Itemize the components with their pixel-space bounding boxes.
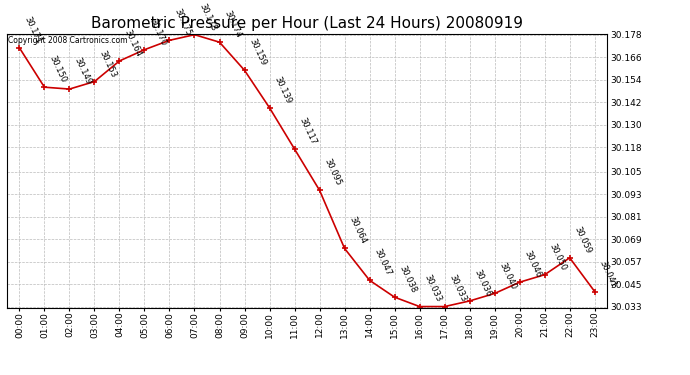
Text: 30.038: 30.038 (397, 264, 418, 294)
Text: 30.046: 30.046 (522, 249, 543, 279)
Text: 30.164: 30.164 (122, 28, 143, 58)
Title: Barometric Pressure per Hour (Last 24 Hours) 20080919: Barometric Pressure per Hour (Last 24 Ho… (91, 16, 523, 31)
Text: 30.036: 30.036 (473, 268, 493, 298)
Text: 30.150: 30.150 (47, 54, 68, 84)
Text: 30.033: 30.033 (422, 273, 443, 304)
Text: 30.174: 30.174 (222, 9, 243, 39)
Text: 30.047: 30.047 (373, 248, 393, 278)
Text: 30.059: 30.059 (573, 225, 593, 255)
Text: 30.171: 30.171 (22, 15, 43, 45)
Text: 30.050: 30.050 (547, 242, 568, 272)
Text: 30.153: 30.153 (97, 49, 118, 79)
Text: 30.139: 30.139 (273, 75, 293, 105)
Text: 30.149: 30.149 (72, 56, 92, 86)
Text: 30.175: 30.175 (172, 8, 193, 38)
Text: 30.033: 30.033 (447, 273, 468, 304)
Text: 30.170: 30.170 (147, 17, 168, 47)
Text: 30.159: 30.159 (247, 38, 268, 68)
Text: 30.095: 30.095 (322, 158, 343, 188)
Text: 30.041: 30.041 (598, 259, 618, 289)
Text: 30.178: 30.178 (197, 2, 218, 32)
Text: 30.064: 30.064 (347, 216, 368, 246)
Text: 30.117: 30.117 (297, 116, 318, 146)
Text: Copyright 2008 Cartronics.com: Copyright 2008 Cartronics.com (8, 36, 128, 45)
Text: 30.040: 30.040 (497, 261, 518, 291)
